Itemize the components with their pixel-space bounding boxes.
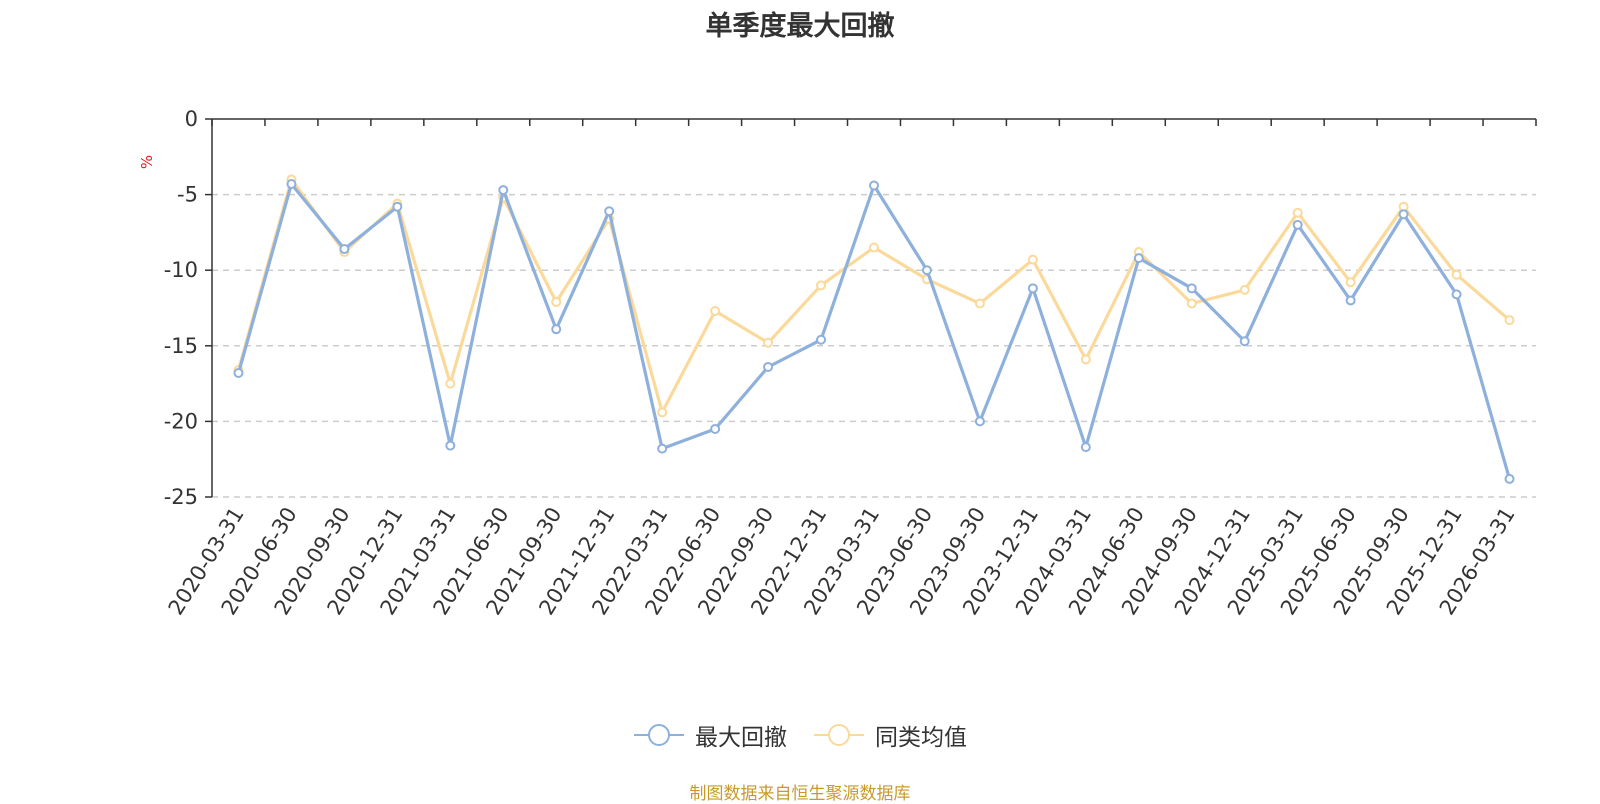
chart-legend: 最大回撤 同类均值	[0, 718, 1600, 752]
series-1	[233, 174, 1515, 418]
data-point[interactable]	[1080, 442, 1091, 453]
data-point[interactable]	[974, 416, 985, 427]
data-point[interactable]	[445, 378, 456, 389]
legend-item-series-0[interactable]: 最大回撤	[633, 718, 787, 752]
axes: 0-5-10-15-20-252020-03-312020-06-302020-…	[164, 107, 1537, 619]
y-tick-label: -10	[164, 258, 198, 282]
data-point[interactable]	[498, 185, 509, 196]
data-point[interactable]	[763, 361, 774, 372]
data-point[interactable]	[1080, 354, 1091, 365]
data-point[interactable]	[551, 324, 562, 335]
data-point[interactable]	[1451, 269, 1462, 280]
data-point[interactable]	[604, 206, 615, 217]
y-tick-label: -20	[164, 409, 198, 433]
legend-label-series-1: 同类均值	[875, 725, 967, 751]
data-point[interactable]	[1292, 207, 1303, 218]
data-point[interactable]	[445, 440, 456, 451]
data-point[interactable]	[339, 244, 350, 255]
legend-swatch-series-1	[814, 724, 864, 746]
data-point[interactable]	[1186, 283, 1197, 294]
data-point[interactable]	[657, 443, 668, 454]
data-point[interactable]	[869, 180, 879, 191]
series-line	[236, 182, 1512, 480]
gridlines	[212, 193, 1536, 498]
data-point[interactable]	[1504, 315, 1515, 326]
data-point[interactable]	[1027, 283, 1038, 294]
data-point[interactable]	[551, 296, 562, 307]
data-point[interactable]	[1186, 298, 1197, 309]
legend-item-series-1[interactable]: 同类均值	[813, 718, 967, 752]
data-point[interactable]	[1133, 253, 1144, 264]
data-point[interactable]	[657, 407, 668, 418]
data-point[interactable]	[1345, 277, 1356, 288]
legend-swatch-series-0	[634, 724, 684, 746]
data-point[interactable]	[286, 179, 297, 190]
data-point[interactable]	[1345, 295, 1356, 306]
data-point[interactable]	[392, 201, 403, 212]
data-point[interactable]	[816, 334, 827, 345]
series-0	[233, 179, 1515, 484]
data-point[interactable]	[710, 423, 721, 434]
data-point[interactable]	[233, 368, 244, 379]
data-point[interactable]	[1239, 336, 1250, 347]
data-point[interactable]	[1451, 289, 1462, 300]
legend-label-series-0: 最大回撤	[695, 725, 787, 751]
data-point[interactable]	[974, 298, 985, 309]
data-point[interactable]	[816, 280, 827, 291]
data-point[interactable]	[1027, 254, 1038, 265]
chart-title: 单季度最大回撤	[705, 11, 895, 42]
series-line	[236, 177, 1511, 414]
y-tick-label: -15	[164, 334, 198, 358]
data-point[interactable]	[763, 337, 774, 348]
y-tick-label: -5	[177, 183, 198, 207]
data-source-note: 制图数据来自恒生聚源数据库	[689, 784, 911, 804]
data-point[interactable]	[710, 306, 721, 317]
y-axis-label: %	[138, 155, 156, 169]
data-point[interactable]	[1292, 219, 1303, 230]
data-point[interactable]	[1239, 284, 1250, 295]
data-point[interactable]	[1504, 473, 1515, 484]
line-chart: 0-5-10-15-20-252020-03-312020-06-302020-…	[138, 107, 1537, 619]
y-tick-label: -25	[164, 485, 198, 509]
data-point[interactable]	[921, 265, 932, 276]
y-tick-label: 0	[185, 107, 198, 131]
series-lines	[233, 174, 1515, 484]
data-point[interactable]	[869, 242, 879, 253]
data-point[interactable]	[1398, 209, 1409, 220]
